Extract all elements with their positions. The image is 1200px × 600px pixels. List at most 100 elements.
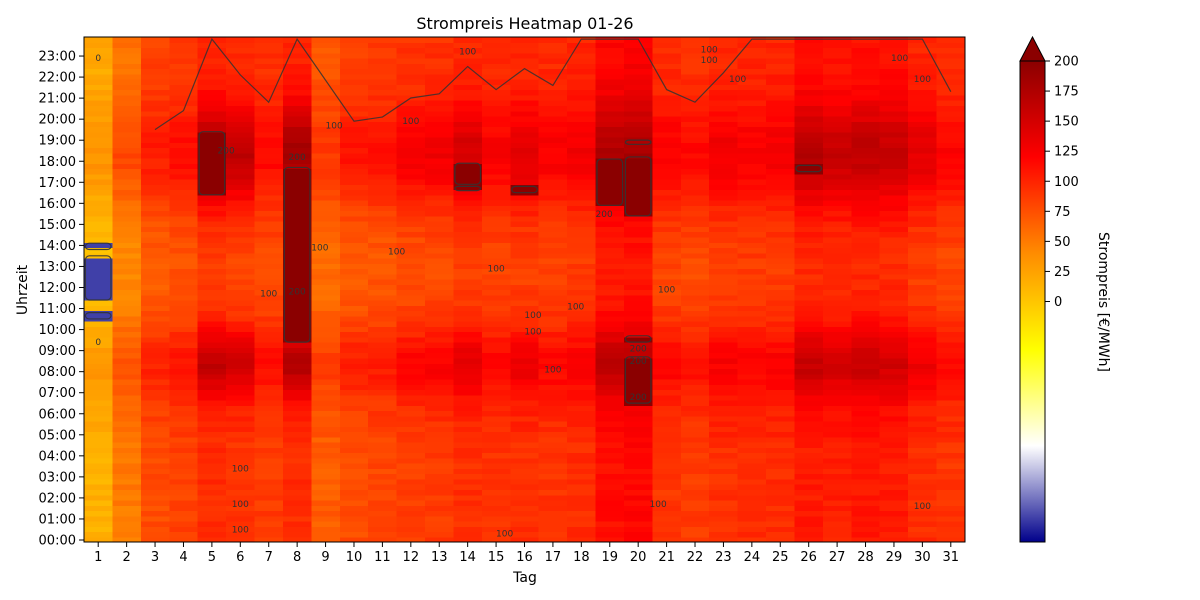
heatmap-cell — [368, 489, 398, 496]
heatmap-cell — [538, 273, 568, 280]
heatmap-cell — [169, 447, 199, 454]
heatmap-cell — [851, 484, 881, 490]
heatmap-cell — [709, 494, 739, 501]
heatmap-cell — [510, 352, 540, 359]
heatmap-cell — [481, 63, 511, 70]
contour-label: 0 — [95, 338, 101, 348]
heatmap-cell — [453, 499, 483, 506]
heatmap-cell — [908, 273, 938, 280]
heatmap-cell — [197, 94, 227, 101]
heatmap-cell — [680, 515, 710, 522]
heatmap-cell — [567, 431, 597, 438]
heatmap-cell — [879, 163, 909, 170]
heatmap-cell — [112, 142, 142, 149]
heatmap-cell — [254, 94, 284, 101]
heatmap-cell — [481, 200, 511, 206]
heatmap-cell — [226, 278, 256, 285]
heatmap-cell — [766, 321, 796, 327]
heatmap-cell — [908, 394, 938, 401]
x-tick-label: 3 — [151, 550, 159, 565]
heatmap-cell — [396, 457, 426, 464]
heatmap-cell — [226, 100, 256, 106]
heatmap-cell — [623, 126, 653, 133]
heatmap-cell — [709, 499, 739, 506]
heatmap-cell — [680, 284, 710, 291]
heatmap-cell — [140, 47, 170, 54]
heatmap-cell — [623, 147, 653, 154]
heatmap-cell — [226, 294, 256, 301]
heatmap-cell — [936, 94, 966, 101]
heatmap-cell — [282, 305, 312, 312]
heatmap-cell — [936, 378, 966, 385]
heatmap-cell — [822, 115, 852, 122]
heatmap-cell — [680, 526, 710, 533]
heatmap-cell — [311, 315, 341, 322]
heatmap-cell — [879, 315, 909, 322]
heatmap-cell — [936, 168, 966, 175]
heatmap-cell — [140, 515, 170, 522]
heatmap-cell — [368, 205, 398, 212]
heatmap-cell — [481, 215, 511, 222]
heatmap-cell — [851, 531, 881, 538]
heatmap-cell — [680, 389, 710, 396]
heatmap-cell — [879, 526, 909, 533]
heatmap-cell — [538, 431, 568, 438]
contour-label: 100 — [402, 117, 419, 127]
heatmap-cell — [226, 478, 256, 485]
heatmap-cell — [282, 289, 312, 296]
heatmap-cell — [481, 305, 511, 312]
heatmap-cell — [851, 68, 881, 75]
heatmap-cell — [851, 478, 881, 485]
heatmap-cell — [311, 531, 341, 538]
heatmap-cell — [766, 520, 796, 527]
heatmap-cell — [822, 136, 852, 143]
heatmap-cell — [851, 310, 881, 317]
heatmap-cell — [567, 473, 597, 480]
y-tick-label: 21:00 — [39, 92, 76, 107]
heatmap-cell — [169, 284, 199, 291]
heatmap-cell — [737, 157, 767, 164]
heatmap-cell — [623, 494, 653, 501]
heatmap-cell — [936, 157, 966, 164]
heatmap-cell — [197, 352, 227, 359]
heatmap-cell — [481, 510, 511, 517]
heatmap-cell — [425, 84, 455, 91]
heatmap-cell — [567, 179, 597, 185]
heatmap-cell — [908, 336, 938, 343]
heatmap-cell — [425, 336, 455, 343]
y-axis-ticks: 00:0001:0002:0003:0004:0005:0006:0007:00… — [39, 50, 84, 549]
heatmap-cell — [197, 321, 227, 327]
heatmap-cell — [481, 236, 511, 243]
heatmap-cell — [936, 236, 966, 243]
heatmap-cell — [396, 210, 426, 217]
heatmap-cell — [481, 184, 511, 191]
y-tick-label: 13:00 — [39, 260, 76, 275]
heatmap-cell — [822, 231, 852, 238]
heatmap-cell — [254, 410, 284, 417]
heatmap-cell — [510, 242, 540, 249]
colorbar-label: Strompreis [€/MWh] — [1095, 232, 1111, 372]
heatmap-cell — [595, 157, 625, 164]
heatmap-cell — [908, 373, 938, 380]
heatmap-cell — [851, 284, 881, 291]
heatmap-cell — [254, 179, 284, 185]
heatmap-cell — [908, 405, 938, 412]
heatmap-cell — [567, 147, 597, 154]
heatmap-cell — [652, 457, 682, 464]
heatmap-cell — [453, 68, 483, 75]
heatmap-cell — [766, 442, 796, 448]
heatmap-cell — [368, 89, 398, 96]
heatmap-cell — [623, 100, 653, 106]
heatmap-cell — [453, 37, 483, 43]
colorbar-extend-arrow — [1019, 35, 1046, 62]
heatmap-cell — [396, 278, 426, 285]
heatmap-cell — [425, 231, 455, 238]
heatmap-cell — [481, 373, 511, 380]
heatmap-cell — [709, 463, 739, 469]
heatmap-cell — [254, 399, 284, 406]
heatmap-cell — [538, 231, 568, 238]
heatmap-cell — [737, 200, 767, 206]
heatmap-cell — [766, 384, 796, 391]
heatmap-cell — [567, 157, 597, 164]
heatmap-cell — [822, 478, 852, 485]
